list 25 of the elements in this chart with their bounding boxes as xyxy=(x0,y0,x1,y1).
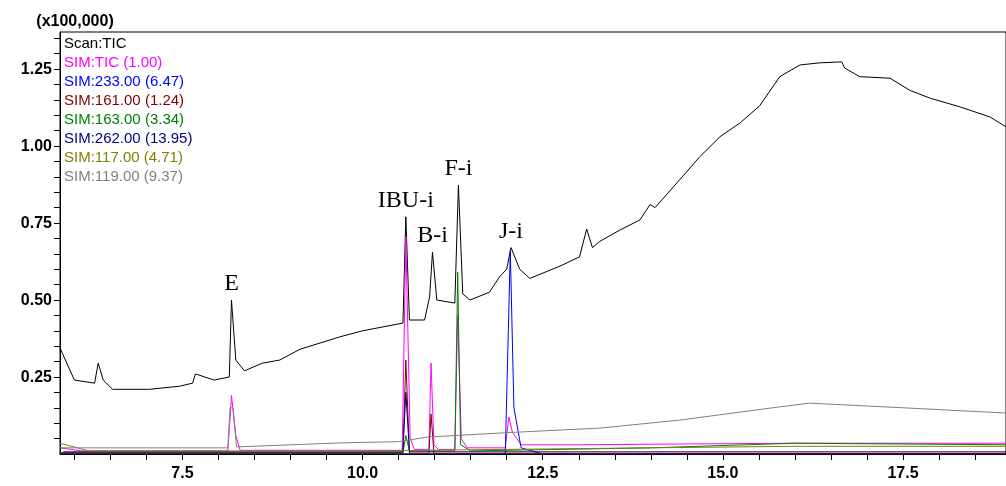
x-tick-label: 10.0 xyxy=(347,463,379,481)
x-tick-label: 12.5 xyxy=(527,463,559,481)
text: SIM:TIC (1.00) xyxy=(64,53,163,70)
annotation: E xyxy=(224,268,239,295)
y-tick-label: 1.00 xyxy=(20,137,53,155)
annotation: F-i xyxy=(444,154,473,181)
annotation: J-i xyxy=(499,216,524,243)
y-tick-label: 0.50 xyxy=(20,291,53,309)
y-tick-label: 1.25 xyxy=(20,60,53,78)
line-series xyxy=(59,402,1006,449)
text: SIM:163.00 (3.34) xyxy=(64,110,185,127)
y-tick-label: 0.25 xyxy=(20,368,53,386)
y-axis-title: (x100,000) xyxy=(36,11,114,29)
text: SIM:262.00 (13.95) xyxy=(64,129,193,146)
text: SIM:161.00 (1.24) xyxy=(64,91,185,108)
text: Scan:TIC xyxy=(64,34,127,51)
y-tick-label: 0.75 xyxy=(20,214,53,232)
text: SIM:117.00 (4.71) xyxy=(64,148,183,165)
annotation: B-i xyxy=(417,221,449,248)
x-tick-label: 17.5 xyxy=(887,463,919,481)
x-tick-label: 15.0 xyxy=(707,463,739,481)
x-tick-label: 7.5 xyxy=(171,463,194,481)
annotation: IBU-i xyxy=(377,185,435,212)
text: SIM:233.00 (6.47) xyxy=(64,72,185,89)
text: SIM:119.00 (9.37) xyxy=(64,167,183,184)
